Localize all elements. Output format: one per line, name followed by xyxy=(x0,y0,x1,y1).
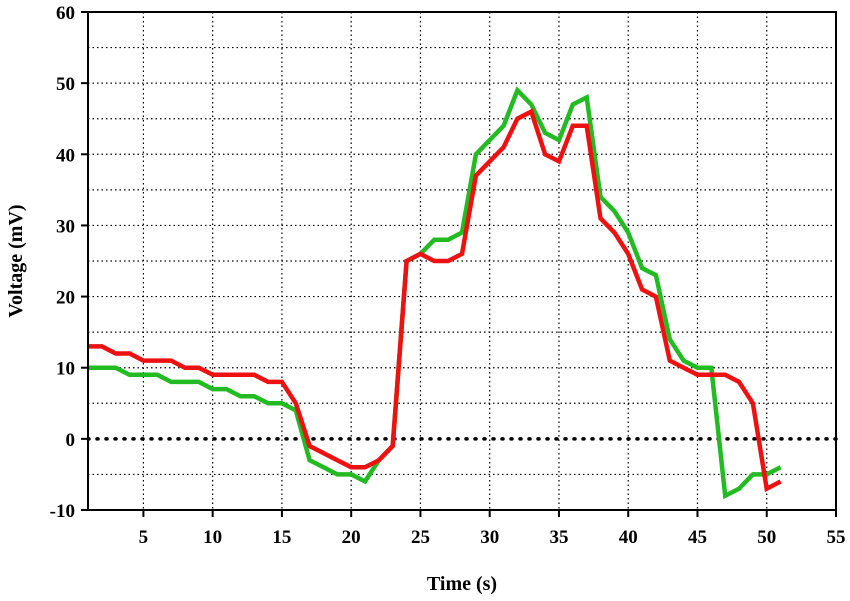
y-tick-label: -10 xyxy=(50,501,75,522)
y-tick-label: 50 xyxy=(56,74,75,95)
y-tick-label: 0 xyxy=(66,430,76,451)
x-tick-label: 45 xyxy=(688,527,707,548)
x-tick-label: 50 xyxy=(757,527,776,548)
x-tick-label: 15 xyxy=(272,527,291,548)
y-tick-label: 60 xyxy=(56,3,75,24)
x-tick-label: 25 xyxy=(411,527,430,548)
tick-labels: 5 10 15 20 25 30 35 40 45 50 55 -10 0 10 20 30 40 50 60 xyxy=(50,3,846,548)
x-axis-title: Time (s) xyxy=(427,573,497,595)
x-tick-label: 55 xyxy=(827,527,846,548)
y-tick-label: 30 xyxy=(56,216,75,237)
x-tick-label: 35 xyxy=(549,527,568,548)
x-tick-label: 30 xyxy=(480,527,499,548)
x-tick-label: 5 xyxy=(139,527,149,548)
y-axis-title: Voltage (mV) xyxy=(5,204,27,317)
x-tick-label: 10 xyxy=(203,527,222,548)
series-line-1 xyxy=(88,86,782,500)
y-tick-label: 20 xyxy=(56,288,75,309)
series-line-2 xyxy=(88,108,782,493)
x-tick-label: 40 xyxy=(619,527,638,548)
tick-marks xyxy=(81,11,837,517)
series-group xyxy=(88,86,782,500)
plot-frame xyxy=(87,11,837,511)
grid xyxy=(88,12,836,510)
y-tick-label: 40 xyxy=(56,145,75,166)
y-tick-label: 10 xyxy=(56,359,75,380)
x-tick-label: 20 xyxy=(342,527,361,548)
